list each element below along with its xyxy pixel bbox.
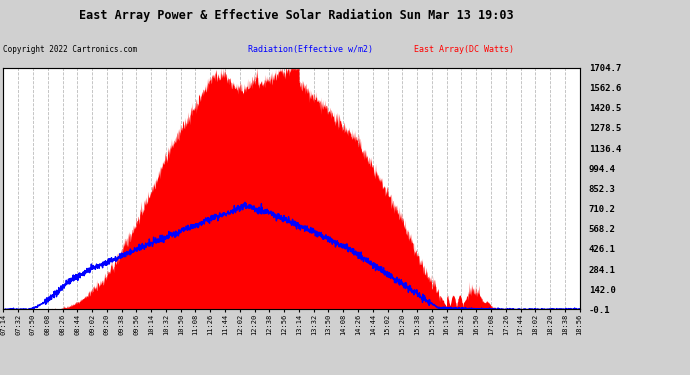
Text: East Array(DC Watts): East Array(DC Watts) — [414, 45, 514, 54]
Text: East Array Power & Effective Solar Radiation Sun Mar 13 19:03: East Array Power & Effective Solar Radia… — [79, 9, 514, 22]
Text: Copyright 2022 Cartronics.com: Copyright 2022 Cartronics.com — [3, 45, 137, 54]
Text: Radiation(Effective w/m2): Radiation(Effective w/m2) — [248, 45, 373, 54]
